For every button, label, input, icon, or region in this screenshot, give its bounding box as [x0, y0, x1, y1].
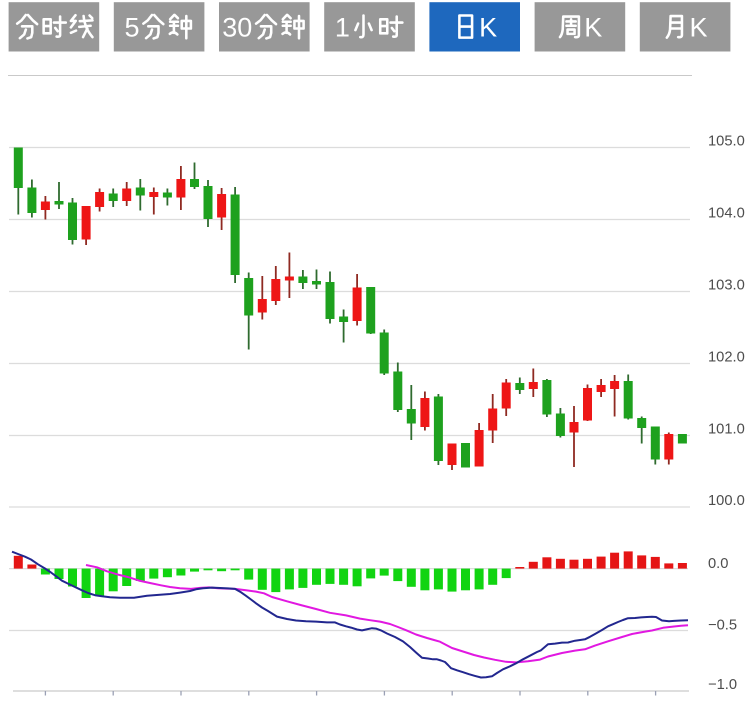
- svg-text:103.0: 103.0: [708, 278, 745, 294]
- svg-text:−1.0: −1.0: [708, 677, 737, 693]
- svg-text:K: K: [479, 12, 497, 42]
- svg-text:1: 1: [335, 12, 350, 42]
- svg-text:101.0: 101.0: [708, 422, 745, 438]
- svg-text:K: K: [584, 12, 602, 42]
- svg-text:100.0: 100.0: [708, 493, 745, 509]
- svg-text:102.0: 102.0: [708, 350, 745, 366]
- svg-text:−0.5: −0.5: [708, 618, 737, 634]
- svg-text:K: K: [690, 12, 708, 42]
- svg-text:30: 30: [222, 12, 252, 42]
- svg-text:0.0: 0.0: [708, 556, 728, 572]
- svg-text:104.0: 104.0: [708, 206, 745, 222]
- svg-text:105.0: 105.0: [708, 134, 745, 150]
- svg-text:5: 5: [125, 12, 140, 42]
